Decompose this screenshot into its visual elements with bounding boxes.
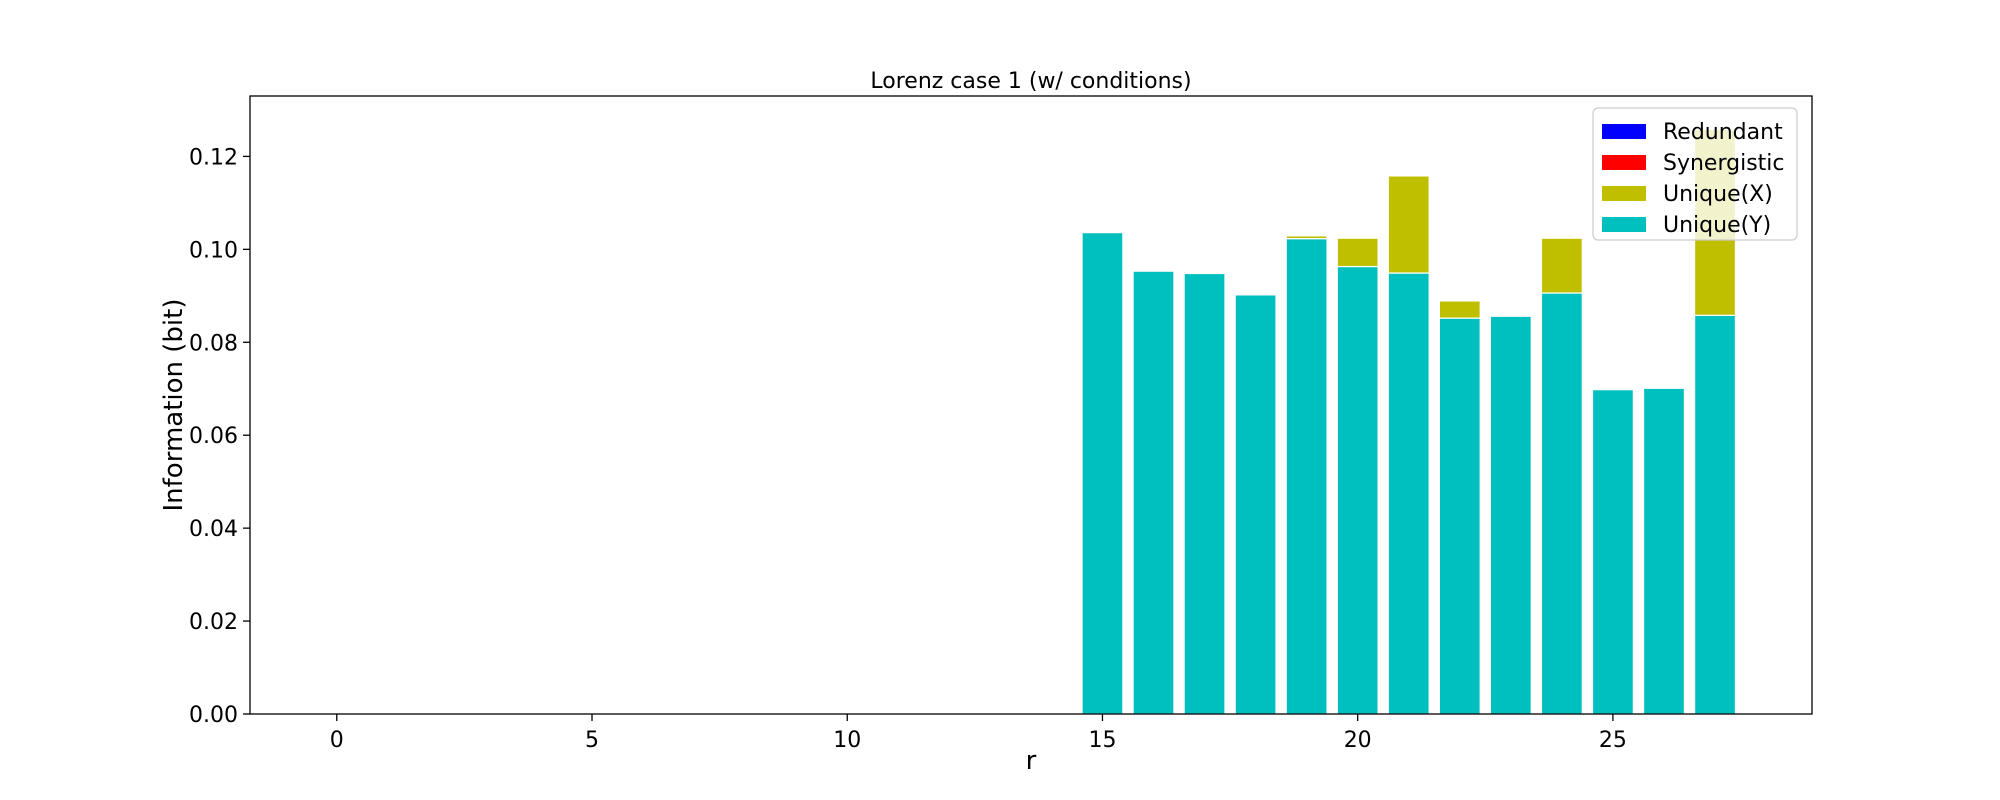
x-tick-label: 15 bbox=[1088, 728, 1116, 753]
y-tick-label: 0.04 bbox=[189, 517, 238, 542]
legend-label-synergistic: Synergistic bbox=[1663, 151, 1785, 176]
x-ticks-group: 0 5 10 15 20 25 bbox=[330, 714, 1627, 753]
x-tick-label: 10 bbox=[833, 728, 861, 753]
plot-frame bbox=[249, 95, 1813, 715]
bar-unique-x-r20 bbox=[1336, 237, 1379, 268]
bar-unique-y-r23 bbox=[1489, 315, 1532, 715]
bar-unique-x-r21 bbox=[1387, 175, 1430, 274]
bar-unique-y-r15 bbox=[1081, 232, 1124, 715]
legend-label-redundant: Redundant bbox=[1663, 120, 1783, 145]
y-axis-label: Information (bit) bbox=[159, 299, 189, 512]
bar-unique-y-r17 bbox=[1183, 272, 1226, 715]
bar-unique-x-r24 bbox=[1540, 237, 1583, 294]
y-tick-label: 0.06 bbox=[189, 424, 238, 449]
y-tick-label: 0.02 bbox=[189, 610, 238, 635]
bar-unique-y-r27 bbox=[1693, 314, 1737, 715]
bar-unique-y-r21 bbox=[1387, 272, 1430, 715]
y-tick-label: 0.12 bbox=[189, 145, 238, 170]
y-tick-label: 0.00 bbox=[189, 703, 238, 728]
bar-unique-x-r19 bbox=[1285, 235, 1328, 240]
y-ticks-group: 0.00 0.02 0.04 0.06 0.08 0.10 0.12 bbox=[189, 145, 250, 728]
bar-unique-y-r16 bbox=[1132, 270, 1175, 715]
bar-unique-y-r25 bbox=[1591, 389, 1634, 715]
bar-unique-x-r22 bbox=[1438, 300, 1481, 319]
legend-swatch-redundant bbox=[1602, 124, 1646, 139]
bar-unique-y-r26 bbox=[1642, 387, 1685, 715]
legend-label-unique-x: Unique(X) bbox=[1663, 182, 1773, 207]
legend-swatch-synergistic bbox=[1602, 155, 1646, 170]
chart-title: Lorenz case 1 (w/ conditions) bbox=[870, 69, 1191, 94]
x-tick-label: 20 bbox=[1344, 728, 1372, 753]
y-tick-label: 0.10 bbox=[189, 238, 238, 263]
bar-unique-y-r20 bbox=[1336, 265, 1379, 715]
bars-group bbox=[1081, 128, 1737, 715]
bar-unique-y-r22 bbox=[1438, 317, 1481, 715]
legend-frame bbox=[1592, 107, 1798, 241]
x-tick-label: 0 bbox=[330, 728, 344, 753]
legend-label-unique-y: Unique(Y) bbox=[1663, 213, 1771, 238]
legend-swatch-unique-y bbox=[1602, 217, 1646, 232]
legend: Redundant Synergistic Unique(X) Unique(Y) bbox=[1592, 107, 1798, 241]
y-tick-label: 0.08 bbox=[189, 331, 238, 356]
x-tick-label: 25 bbox=[1599, 728, 1627, 753]
x-tick-label: 5 bbox=[585, 728, 599, 753]
bar-unique-y-r19 bbox=[1285, 238, 1328, 715]
bar-unique-y-r24 bbox=[1540, 292, 1583, 715]
legend-swatch-unique-x bbox=[1602, 186, 1646, 201]
x-axis-label: r bbox=[1026, 746, 1037, 776]
bar-unique-y-r18 bbox=[1234, 294, 1277, 715]
